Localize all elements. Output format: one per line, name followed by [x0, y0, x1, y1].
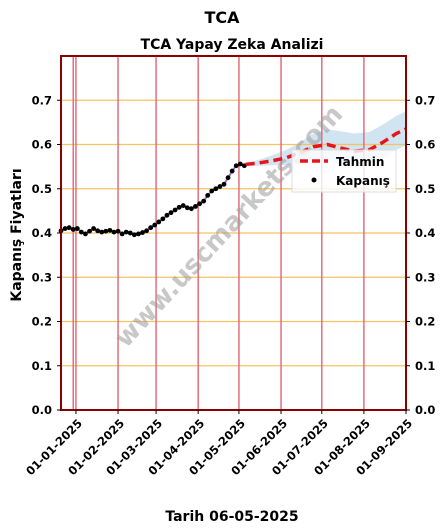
close-point	[241, 163, 247, 169]
close-point	[131, 232, 137, 238]
close-point	[172, 207, 178, 213]
close-point	[66, 225, 72, 231]
close-point	[156, 219, 162, 225]
close-point	[233, 163, 239, 169]
close-point	[99, 229, 105, 235]
close-point	[103, 228, 109, 234]
close-point	[184, 205, 190, 211]
close-point	[111, 229, 117, 235]
x-axis-label-date: 06-05-2025	[209, 509, 299, 525]
y-tick-label-left-7: 0.7	[32, 93, 52, 107]
close-point	[78, 229, 84, 235]
forecast-line	[245, 127, 407, 167]
y-axis-label: Kapanış Fiyatları	[9, 168, 25, 301]
y-tick-label-right-3: 0.3	[415, 270, 435, 284]
close-point	[197, 201, 202, 207]
close-point	[144, 228, 149, 234]
y-tick-label-left-1: 0.1	[32, 359, 52, 373]
close-point	[201, 198, 207, 204]
close-point	[164, 212, 170, 218]
close-point	[205, 192, 211, 198]
close-point	[160, 216, 166, 222]
close-point	[95, 228, 101, 234]
x-axis-label: Tarih 06-05-2025	[165, 509, 298, 525]
close-point	[107, 227, 113, 233]
legend: Tahmin Kapanış	[291, 149, 397, 193]
close-point	[115, 228, 121, 234]
close-point	[70, 227, 76, 232]
series	[58, 127, 407, 238]
legend-box	[291, 149, 397, 193]
close-point	[83, 231, 88, 237]
y-tick-label-right-2: 0.2	[415, 315, 435, 329]
close-point	[168, 210, 174, 216]
y-tick-label-left-2: 0.2	[32, 315, 52, 329]
close-point	[119, 231, 125, 237]
page-title: TCA	[204, 8, 240, 27]
close-point	[221, 181, 227, 187]
close-point	[74, 226, 80, 231]
close-point	[176, 204, 182, 210]
x-axis-label-prefix: Tarih	[165, 509, 204, 525]
close-point	[213, 186, 219, 192]
y-tick-label-left-3: 0.3	[32, 270, 52, 284]
y-tick-label-left-5: 0.5	[32, 182, 52, 196]
close-point	[180, 203, 186, 208]
close-point	[91, 226, 96, 231]
close-point	[136, 231, 141, 237]
y-tick-label-right-5: 0.5	[415, 182, 435, 196]
close-point	[225, 175, 231, 181]
close-point	[148, 225, 154, 231]
y-tick-label-right-4: 0.4	[415, 226, 435, 240]
close-point	[87, 228, 92, 234]
legend-forecast-label: Tahmin	[336, 155, 384, 169]
y-tick-label-right-1: 0.1	[415, 359, 435, 373]
close-point	[229, 168, 235, 174]
y-tick-label-right-0: 0.0	[415, 403, 435, 417]
close-point	[237, 161, 243, 167]
close-point	[188, 206, 194, 212]
close-point	[127, 230, 133, 236]
close-point	[140, 230, 145, 235]
y-tick-label-left-0: 0.0	[32, 403, 52, 417]
close-point	[152, 222, 158, 228]
close-point	[217, 184, 223, 189]
y-tick-label-left-4: 0.4	[32, 226, 52, 240]
y-tick-label-right-7: 0.7	[415, 93, 435, 107]
close-point	[209, 188, 215, 194]
legend-close-label: Kapanış	[336, 174, 390, 188]
y-tick-label-left-6: 0.6	[32, 138, 52, 152]
y-tick-label-right-6: 0.6	[415, 138, 435, 152]
chart-title: TCA Yapay Zeka Analizi	[141, 37, 324, 53]
close-point	[123, 229, 129, 235]
legend-close-swatch	[311, 177, 317, 183]
close-point	[62, 226, 68, 231]
close-point	[193, 204, 198, 209]
